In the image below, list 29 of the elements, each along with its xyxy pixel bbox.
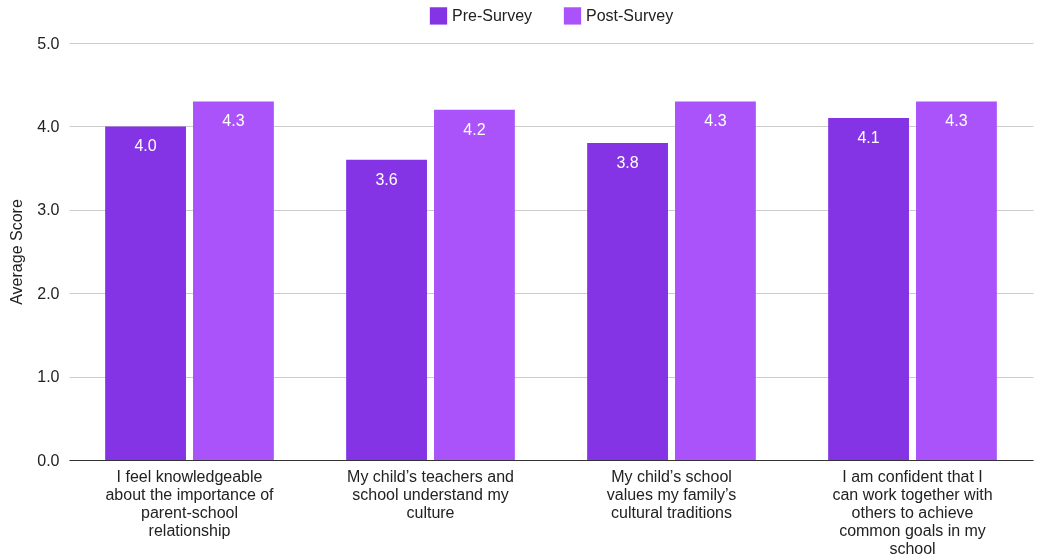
y-tick-label: 0.0 [37, 451, 60, 469]
bar [434, 109, 515, 460]
data-label: 4.0 [134, 137, 157, 155]
y-tick-label: 5.0 [37, 34, 60, 52]
y-tick-label: 3.0 [37, 201, 60, 219]
data-label: 4.2 [463, 120, 486, 138]
x-tick-label: My child’s teachers and school understand my culture [347, 467, 514, 521]
data-label: 4.1 [857, 129, 880, 147]
bar [916, 101, 997, 460]
x-tick-label: I feel knowledgeable about the importance of parent-school relationship [105, 467, 275, 539]
bar [193, 101, 274, 460]
x-tick-label: My child’s school values my family’s cultural traditions [606, 467, 737, 521]
data-label: 4.3 [222, 112, 245, 130]
bar [675, 101, 756, 460]
y-tick-label: 1.0 [37, 368, 60, 386]
data-label: 4.3 [945, 112, 968, 130]
y-axis-title: Average Score [8, 199, 26, 305]
data-label: 4.3 [704, 112, 727, 130]
data-label: 3.6 [375, 170, 398, 188]
bar [587, 143, 668, 460]
legend-label: Pre-Survey [452, 6, 533, 24]
data-label: 3.8 [616, 154, 639, 172]
bar [105, 126, 186, 460]
bar [346, 159, 427, 460]
y-tick-label: 2.0 [37, 284, 60, 302]
x-tick-label: I am confident that I can work together with others to achieve common goals in my school [832, 467, 993, 557]
y-tick-label: 4.0 [37, 117, 60, 135]
legend-label: Post-Survey [586, 6, 674, 24]
bar [828, 118, 909, 460]
